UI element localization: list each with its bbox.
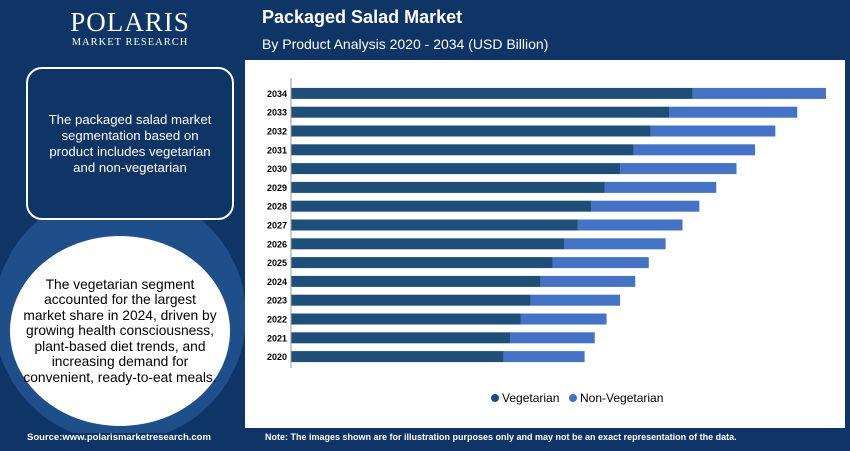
bar-vegetarian	[291, 87, 693, 99]
legend-marker	[491, 394, 499, 402]
legend-label: Non-Vegetarian	[580, 391, 663, 405]
highlight-text: The vegetarian segment accounted for the…	[23, 276, 217, 385]
brand-logo: POLARIS MARKET RESEARCH	[40, 8, 220, 48]
chart-panel: 2034 2033 2032 2031 2030 2029 2028 2027 2026 2025…	[245, 60, 845, 428]
y-tick-label: 2026	[267, 239, 287, 249]
bar-non-vegetarian	[692, 87, 826, 99]
bar-vegetarian	[291, 106, 669, 118]
bar-non-vegetarian	[564, 238, 666, 250]
bar-non-vegetarian	[577, 219, 683, 231]
y-tick-label: 2022	[267, 315, 287, 325]
y-tick-label: 2024	[267, 277, 287, 287]
bar-non-vegetarian	[669, 106, 798, 118]
bar-vegetarian	[291, 294, 531, 306]
bar-vegetarian	[291, 257, 553, 269]
bar-non-vegetarian	[591, 200, 700, 212]
bar-non-vegetarian	[503, 351, 585, 363]
bar-vegetarian	[291, 163, 621, 175]
bar-vegetarian	[291, 200, 592, 212]
bar-vegetarian	[291, 219, 578, 231]
bar-vegetarian	[291, 313, 521, 325]
y-tick-label: 2028	[267, 202, 287, 212]
chart-subtitle: By Product Analysis 2020 - 2034 (USD Bil…	[262, 36, 549, 52]
legend-marker	[569, 394, 577, 402]
y-tick-label: 2029	[267, 183, 287, 193]
bar-non-vegetarian	[510, 332, 595, 344]
y-tick-label: 2021	[267, 333, 287, 343]
bar-vegetarian	[291, 238, 565, 250]
y-tick-label: 2020	[267, 352, 287, 362]
info-box: The packaged salad market segmentation b…	[26, 67, 234, 220]
y-tick-label: 2033	[267, 108, 287, 118]
bar-chart: 2034 2033 2032 2031 2030 2029 2028 2027 2026 2025…	[267, 78, 826, 405]
brand-name: POLARIS	[70, 7, 190, 37]
highlight-circle: The vegetarian segment accounted for the…	[10, 236, 230, 426]
bar-vegetarian	[291, 332, 511, 344]
bar-non-vegetarian	[620, 163, 737, 175]
bar-non-vegetarian	[633, 144, 756, 156]
y-tick-label: 2034	[267, 89, 287, 99]
bar-vegetarian	[291, 125, 651, 137]
y-tick-label: 2023	[267, 296, 287, 306]
bar-non-vegetarian	[540, 275, 636, 287]
bar-non-vegetarian	[604, 181, 717, 193]
chart-title: Packaged Salad Market	[262, 7, 463, 27]
brand-subtitle: MARKET RESEARCH	[71, 37, 189, 48]
y-tick-label: 2032	[267, 127, 287, 137]
legend-label: Vegetarian	[502, 391, 559, 405]
bar-non-vegetarian	[650, 125, 776, 137]
y-tick-label: 2025	[267, 258, 287, 268]
bar-vegetarian	[291, 144, 634, 156]
bar-vegetarian	[291, 181, 605, 193]
y-tick-label: 2027	[267, 221, 287, 231]
highlight-panel: The vegetarian segment accounted for the…	[0, 220, 245, 433]
y-tick-label: 2031	[267, 145, 287, 155]
note-text: Note: The images shown are for illustrat…	[265, 432, 737, 442]
info-box-text: The packaged salad market segmentation b…	[48, 111, 212, 175]
bar-non-vegetarian	[530, 294, 621, 306]
bar-non-vegetarian	[552, 257, 649, 269]
bar-vegetarian	[291, 275, 541, 287]
bar-vegetarian	[291, 351, 504, 363]
y-tick-label: 2030	[267, 164, 287, 174]
source-text: Source:www.polarismarketresearch.com	[27, 432, 211, 443]
bar-non-vegetarian	[520, 313, 607, 325]
